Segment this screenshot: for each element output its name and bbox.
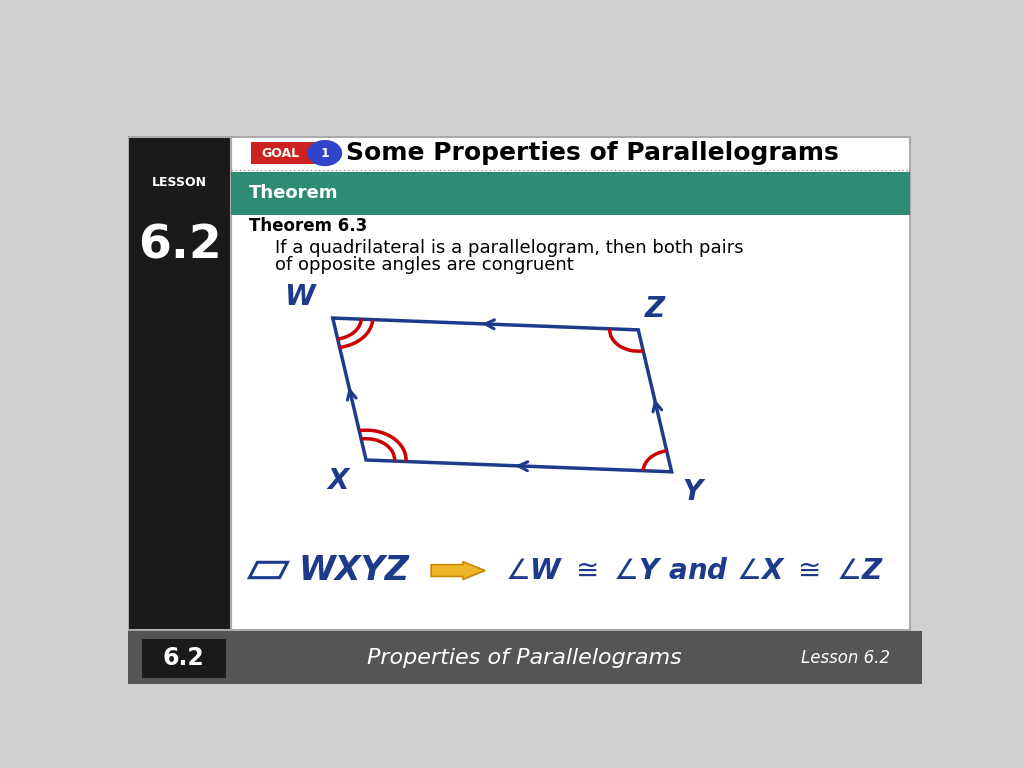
Circle shape [308,141,341,165]
Text: 6.2: 6.2 [137,223,221,268]
Text: 1: 1 [321,147,329,160]
Text: Z: Z [645,295,665,323]
Text: Theorem: Theorem [249,184,338,202]
Text: LESSON: LESSON [153,176,207,189]
Text: X: X [327,467,348,495]
FancyArrow shape [431,561,485,579]
Bar [128,631,922,684]
Text: of opposite angles are congruent: of opposite angles are congruent [274,257,573,274]
Text: Y: Y [683,478,702,506]
Bar [251,142,323,164]
Bar [128,137,231,631]
Bar [142,639,225,677]
Text: 6.2: 6.2 [163,646,205,670]
Bar [231,137,909,631]
Text: If a quadrilateral is a parallelogram, then both pairs: If a quadrilateral is a parallelogram, t… [274,239,743,257]
Text: GOAL: GOAL [261,147,299,160]
Text: Properties of Parallelograms: Properties of Parallelograms [368,648,682,668]
Text: W: W [285,283,315,312]
Text: $\angle$W $\cong$ $\angle$Y and $\angle$X $\cong$ $\angle$Z: $\angle$W $\cong$ $\angle$Y and $\angle$… [505,557,884,584]
Bar [231,172,909,214]
Text: WXYZ: WXYZ [299,554,410,587]
Text: Theorem 6.3: Theorem 6.3 [249,217,367,235]
Text: Some Properties of Parallelograms: Some Properties of Parallelograms [346,141,839,165]
Text: Lesson 6.2: Lesson 6.2 [801,649,890,667]
